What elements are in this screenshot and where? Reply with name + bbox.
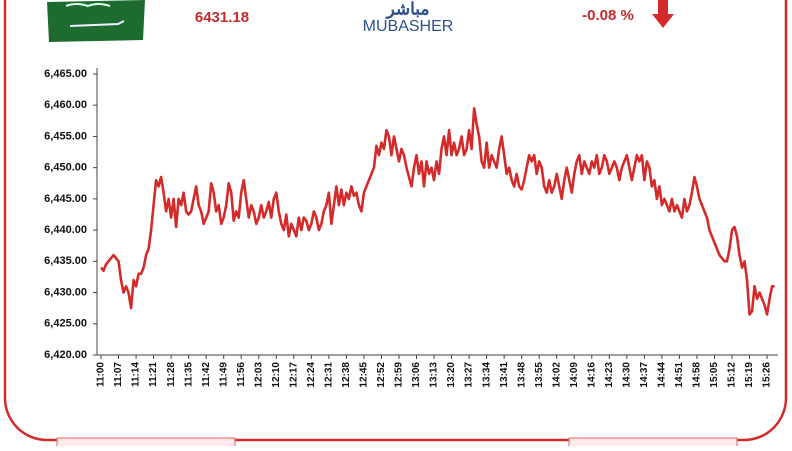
price: 6431.18 [195,9,249,26]
flag [47,0,145,42]
y-tick-label: 6,445.00 [44,193,87,205]
y-tick-label: 6,420.00 [44,349,87,361]
x-tick-label: 15:19 [744,362,755,388]
x-tick-label: 13:27 [464,362,475,388]
logo-arabic: مباشر [384,0,429,19]
x-tick-label: 13:55 [534,362,545,388]
price-line [99,107,775,316]
x-tick-label: 11:00 [96,362,107,387]
x-tick-label: 13:13 [429,362,440,388]
x-tick-label: 12:31 [324,362,335,388]
x-tick-label: 13:34 [481,362,492,388]
x-tick-label: 15:12 [727,362,738,388]
y-tick-label: 6,435.00 [44,255,87,267]
x-tick-label: 15:05 [709,362,720,388]
x-tick-label: 11:14 [131,362,142,387]
x-tick-label: 11:21 [148,362,159,387]
x-tick-label: 12:59 [394,362,405,388]
y-tick-label: 6,450.00 [44,162,87,174]
footer-box [56,437,236,451]
x-tick-label: 14:02 [551,362,562,388]
x-tick-label: 14:09 [569,362,580,388]
x-tick-label: 11:56 [236,362,247,387]
y-tick-label: 6,440.00 [44,224,87,236]
frame [3,0,788,442]
change: -0.08 % [582,7,634,24]
x-tick-label: 12:24 [306,362,317,388]
y-tick-label: 6,425.00 [44,318,87,330]
x-tick-label: 15:26 [762,362,773,388]
x-tick-label: 13:06 [411,362,422,388]
x-tick-label: 13:41 [499,362,510,388]
x-tick-label: 13:48 [516,362,527,388]
x-tick-label: 12:10 [271,362,282,388]
x-tick-label: 14:30 [621,362,632,388]
y-tick-label: 6,455.00 [44,130,87,142]
x-tick-label: 12:03 [253,362,264,388]
x-tick-label: 11:49 [218,362,229,387]
x-tick-label: 11:28 [166,362,177,387]
x-tick-label: 14:51 [674,362,685,388]
y-tick-label: 6,460.00 [44,99,87,111]
x-tick-label: 12:45 [359,362,370,388]
x-tick-label: 14:37 [639,362,650,388]
footer-box [568,437,738,451]
x-tick-label: 12:52 [376,362,387,388]
x-tick-label: 11:42 [201,362,212,387]
logo: MUBASHER [363,18,454,35]
x-tick-label: 13:20 [446,362,457,388]
y-tick-label: 6,465.00 [44,68,87,80]
x-tick-label: 11:35 [183,362,194,387]
x-tick-label: 14:23 [604,362,615,388]
x-tick-label: 11:07 [113,362,124,387]
x-tick-label: 12:38 [341,362,352,388]
y-tick-label: 6,430.00 [44,286,87,298]
x-tick-label: 14:16 [586,362,597,388]
x-tick-label: 12:17 [288,362,299,388]
x-tick-label: 14:44 [657,362,668,388]
down-arrow [652,0,674,28]
x-tick-label: 14:58 [692,362,703,388]
